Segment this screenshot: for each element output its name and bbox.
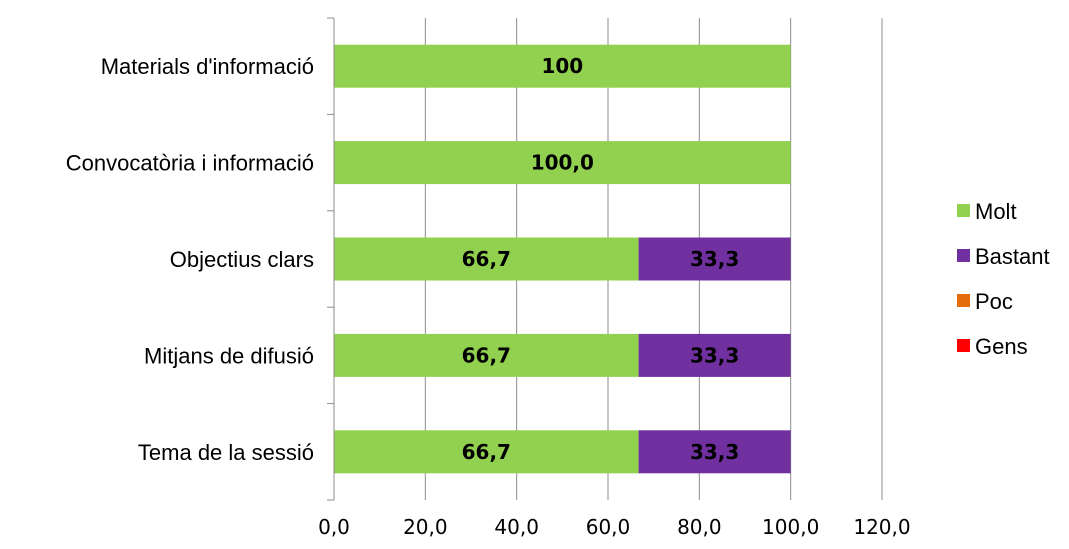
legend: Molt Bastant Poc Gens — [957, 199, 1050, 359]
bar-molt — [334, 430, 639, 474]
category-label: Tema de la sessió — [138, 440, 314, 465]
bar-bastant — [638, 430, 791, 474]
legend-label-molt: Molt — [975, 199, 1017, 224]
x-tick-label: 100,0 — [762, 515, 819, 539]
legend-label-bastant: Bastant — [975, 244, 1050, 269]
bar-molt — [334, 44, 791, 88]
category-label: Mitjans de difusió — [144, 343, 314, 368]
x-tick-label: 40,0 — [494, 515, 539, 539]
data-label: 66,7 — [462, 343, 511, 367]
data-label: 66,7 — [462, 247, 511, 271]
bars: 100 100,0 66,7 33,3 66,7 33,3 66,7 33,3 — [334, 44, 791, 474]
data-label: 66,7 — [462, 440, 511, 464]
x-tick-label: 20,0 — [403, 515, 448, 539]
data-label: 33,3 — [690, 247, 739, 271]
bar-molt — [334, 141, 791, 185]
x-tick-label: 80,0 — [677, 515, 722, 539]
data-label: 100,0 — [531, 151, 594, 175]
category-labels: Materials d'informació Convocatòria i inf… — [66, 54, 314, 465]
data-label: 33,3 — [690, 440, 739, 464]
legend-swatch-gens — [957, 339, 970, 352]
category-label: Convocatòria i informació — [66, 151, 314, 176]
data-label: 33,3 — [690, 343, 739, 367]
bar-molt — [334, 333, 639, 377]
category-label: Objectius clars — [170, 247, 314, 272]
legend-swatch-bastant — [957, 249, 970, 262]
x-tick-labels: 0,0 20,0 40,0 60,0 80,0 100,0 120,0 — [318, 515, 911, 539]
y-axis — [327, 17, 335, 501]
bar-bastant — [638, 237, 791, 281]
legend-label-gens: Gens — [975, 334, 1028, 359]
x-tick-label: 60,0 — [586, 515, 631, 539]
data-label: 100 — [541, 54, 583, 78]
bar-bastant — [638, 333, 791, 377]
legend-swatch-molt — [957, 204, 970, 217]
bar-molt — [334, 237, 639, 281]
x-tick-label: 120,0 — [853, 515, 910, 539]
legend-swatch-poc — [957, 294, 970, 307]
x-tick-label: 0,0 — [318, 515, 350, 539]
legend-label-poc: Poc — [975, 289, 1013, 314]
category-label: Materials d'informació — [101, 54, 314, 79]
